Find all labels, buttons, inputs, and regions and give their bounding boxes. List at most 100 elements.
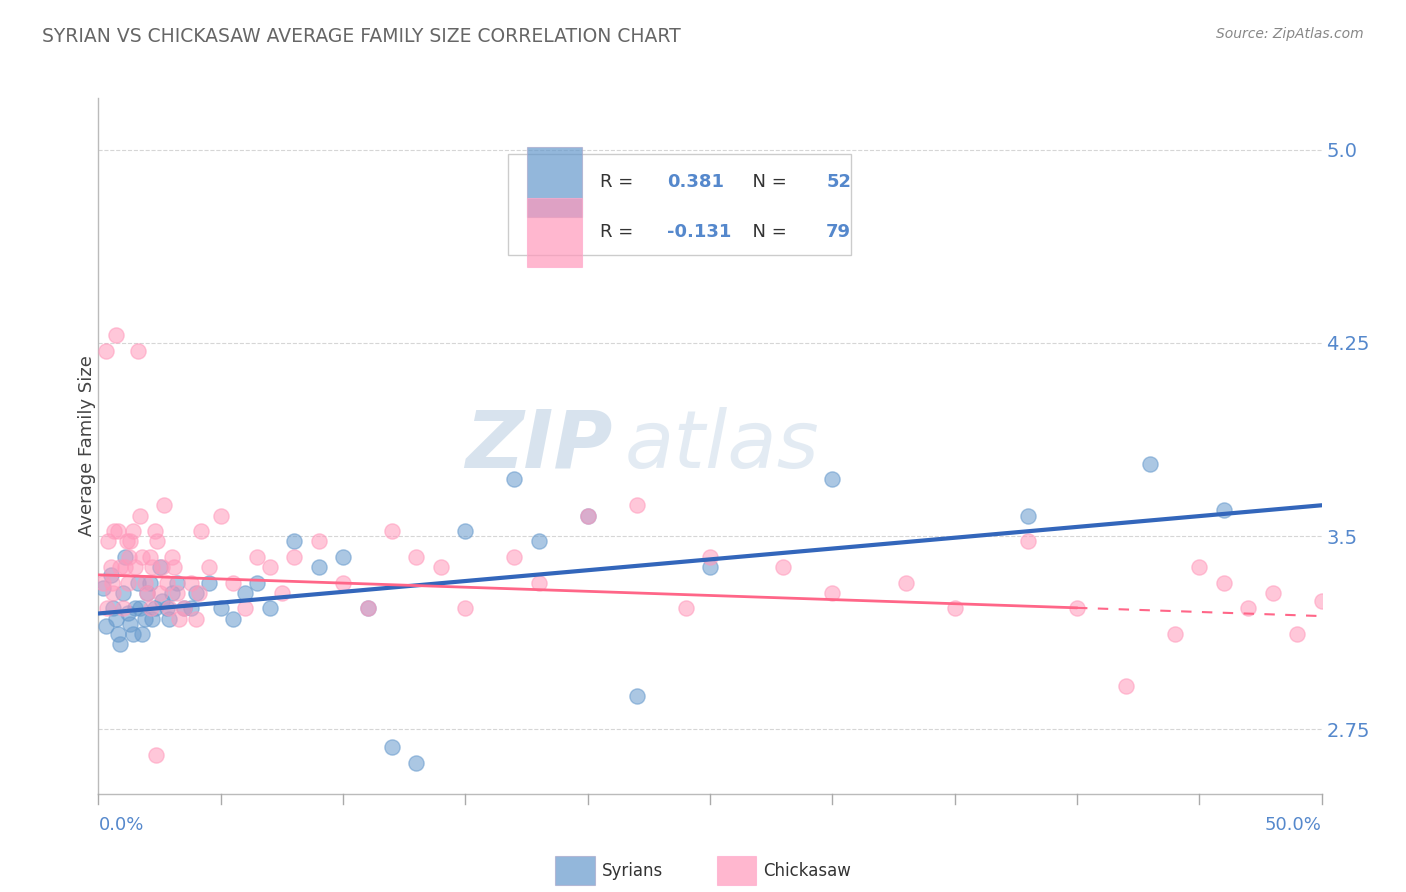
Point xyxy=(821,586,844,600)
Point xyxy=(576,508,599,523)
Point xyxy=(1164,627,1187,641)
Point xyxy=(167,612,190,626)
Point xyxy=(283,549,305,564)
Point xyxy=(110,560,132,574)
Point xyxy=(104,328,127,343)
Point xyxy=(1237,601,1260,615)
Point xyxy=(160,549,183,564)
Point xyxy=(124,560,146,574)
Point xyxy=(124,601,146,615)
Point xyxy=(139,575,162,590)
Point xyxy=(94,343,117,358)
Text: R =: R = xyxy=(600,173,638,191)
Point xyxy=(1066,601,1088,615)
Y-axis label: Average Family Size: Average Family Size xyxy=(79,356,96,536)
Point xyxy=(131,627,153,641)
Point xyxy=(134,612,156,626)
Point xyxy=(1017,534,1039,549)
Text: atlas: atlas xyxy=(624,407,820,485)
Point xyxy=(104,612,127,626)
Point xyxy=(381,524,404,538)
Point xyxy=(503,549,526,564)
Point xyxy=(1286,627,1309,641)
Point xyxy=(166,575,188,590)
FancyBboxPatch shape xyxy=(527,198,582,268)
Point xyxy=(91,581,114,595)
Point xyxy=(143,601,166,615)
Point xyxy=(160,586,183,600)
Point xyxy=(405,549,427,564)
Text: 79: 79 xyxy=(827,224,851,242)
Point xyxy=(209,508,232,523)
Point xyxy=(166,586,188,600)
Point xyxy=(118,549,141,564)
Point xyxy=(111,601,134,615)
Text: 50.0%: 50.0% xyxy=(1265,816,1322,834)
Point xyxy=(131,549,153,564)
Point xyxy=(149,586,172,600)
Text: -0.131: -0.131 xyxy=(668,224,731,242)
Text: 52: 52 xyxy=(827,173,851,191)
Point xyxy=(1139,457,1161,471)
Point xyxy=(127,343,149,358)
Point xyxy=(332,575,354,590)
Point xyxy=(107,627,129,641)
Point xyxy=(190,524,212,538)
Point xyxy=(186,586,208,600)
Point xyxy=(173,601,195,615)
Point xyxy=(157,601,180,615)
Point xyxy=(150,593,173,607)
Point xyxy=(117,575,139,590)
Point xyxy=(107,524,129,538)
Point xyxy=(626,689,648,703)
Point xyxy=(430,560,453,574)
Point xyxy=(127,575,149,590)
Point xyxy=(1017,508,1039,523)
Point xyxy=(110,637,132,651)
Text: 0.381: 0.381 xyxy=(668,173,724,191)
Text: R =: R = xyxy=(600,224,638,242)
Point xyxy=(1212,575,1234,590)
Point xyxy=(120,534,142,549)
Point xyxy=(772,560,794,574)
Text: Source: ZipAtlas.com: Source: ZipAtlas.com xyxy=(1216,27,1364,41)
Point xyxy=(121,627,143,641)
Point xyxy=(114,560,136,574)
Point xyxy=(197,560,219,574)
Point xyxy=(356,601,378,615)
Point xyxy=(576,508,599,523)
Point xyxy=(233,586,256,600)
Point xyxy=(157,612,180,626)
Point xyxy=(100,560,122,574)
Point xyxy=(1310,593,1333,607)
Point xyxy=(146,534,169,549)
Point xyxy=(222,575,245,590)
Point xyxy=(97,534,120,549)
Point xyxy=(156,575,179,590)
Point xyxy=(356,601,378,615)
Point xyxy=(259,560,281,574)
FancyBboxPatch shape xyxy=(527,147,582,217)
Point xyxy=(197,575,219,590)
Point xyxy=(101,586,124,600)
Point xyxy=(308,560,330,574)
Point xyxy=(381,740,404,755)
Point xyxy=(270,586,294,600)
Point xyxy=(153,498,176,512)
Point xyxy=(503,473,526,487)
Point xyxy=(101,575,124,590)
Point xyxy=(101,601,124,615)
Point xyxy=(103,524,125,538)
Point xyxy=(114,549,136,564)
Point xyxy=(100,567,122,582)
Point xyxy=(139,549,162,564)
Point xyxy=(173,601,195,615)
Point xyxy=(527,534,550,549)
Point xyxy=(91,575,114,590)
Text: 0.0%: 0.0% xyxy=(98,816,143,834)
Point xyxy=(222,612,245,626)
Text: Syrians: Syrians xyxy=(602,862,664,880)
Text: Chickasaw: Chickasaw xyxy=(763,862,852,880)
Point xyxy=(1188,560,1211,574)
Point xyxy=(129,601,152,615)
